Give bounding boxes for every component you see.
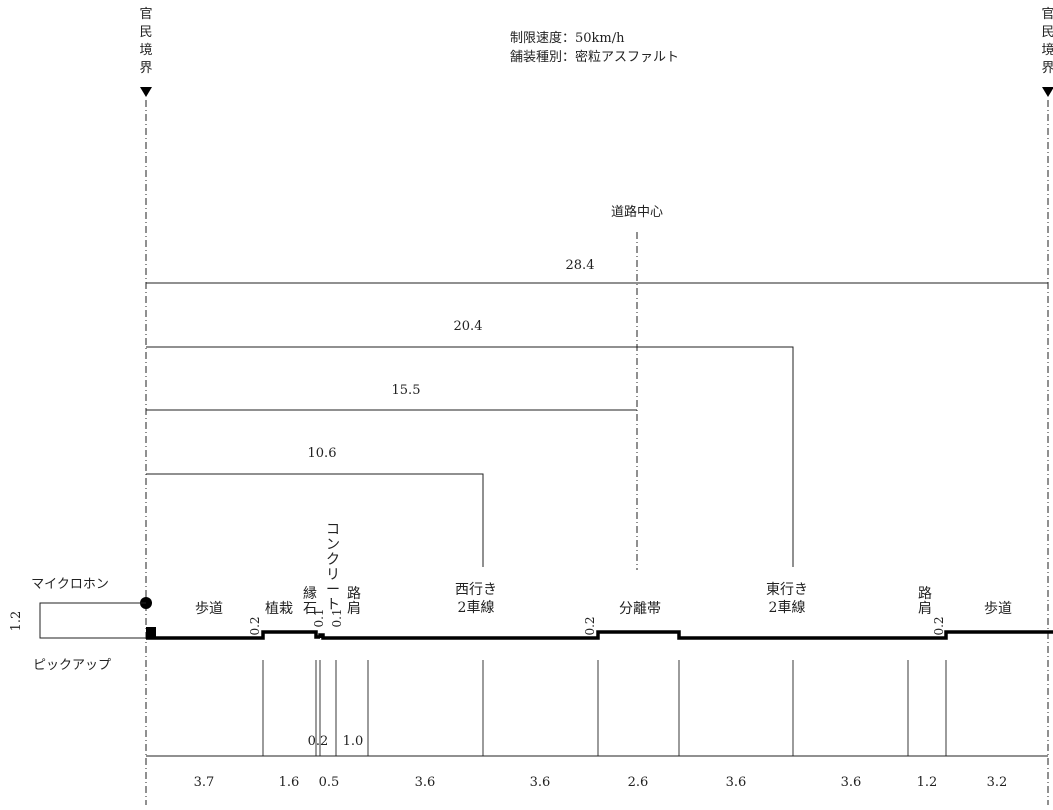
- label-planting: 植栽: [265, 601, 293, 617]
- distance-line-10-6: [146, 473, 484, 567]
- road-surface-profile: [146, 630, 1053, 640]
- width-east-lane-1: 3.6: [726, 775, 747, 790]
- step-height-2: 0.1: [312, 608, 326, 627]
- width-planting: 1.6: [279, 775, 300, 790]
- step-height-5: 0.2: [932, 616, 946, 635]
- distance-label-15-5: 15.5: [392, 383, 421, 398]
- distance-label-20-4: 20.4: [454, 319, 483, 334]
- pavement-type-text: 舗装種別：密粒アスファルト: [510, 49, 679, 65]
- pickup-label: ピックアップ: [33, 658, 111, 673]
- step-height-4: 0.2: [583, 616, 597, 635]
- boundary-marker-left: [140, 87, 152, 97]
- inner-dim-1-0: 1.0: [343, 734, 364, 749]
- svg-text:縁石: 縁石: [303, 586, 317, 617]
- mic-height-bracket: [39, 602, 146, 639]
- dimension-ticks: [262, 660, 947, 756]
- boundary-label-right: 官民境界: [1041, 6, 1053, 76]
- width-sidewalk-left: 3.7: [194, 775, 215, 790]
- boundary-marker-right: [1042, 87, 1053, 97]
- width-sidewalk-right: 3.2: [987, 775, 1008, 790]
- svg-text:路肩: 路肩: [918, 586, 932, 617]
- width-west-lane-2: 3.6: [530, 775, 551, 790]
- label-sidewalk-left: 歩道: [195, 601, 223, 617]
- width-west-lane-1: 3.6: [415, 775, 436, 790]
- label-median: 分離帯: [619, 600, 661, 617]
- pickup-icon: [146, 627, 156, 638]
- width-curb-concrete: 0.5: [319, 775, 340, 790]
- width-shoulder-right: 1.2: [917, 775, 938, 790]
- width-east-lane-2: 3.6: [841, 775, 862, 790]
- road-center-label: 道路中心: [611, 204, 663, 220]
- speed-limit-text: 制限速度：50km/h: [510, 30, 625, 46]
- width-median: 2.6: [628, 775, 649, 790]
- svg-text:路肩: 路肩: [347, 586, 361, 617]
- step-height-1: 0.2: [248, 616, 262, 635]
- label-shoulder-right: 路肩: [918, 586, 932, 617]
- boundary-label-left: 官民境界: [139, 6, 152, 76]
- distance-label-10-6: 10.6: [308, 446, 337, 461]
- label-concrete: コンクリート: [326, 522, 340, 613]
- boundary-text-left: 官民境界: [139, 6, 152, 76]
- label-eastbound: 東行き 2車線: [766, 582, 808, 616]
- boundary-text-right: 官民境界: [1041, 6, 1053, 76]
- label-curb: 縁石: [303, 586, 317, 617]
- label-sidewalk-right: 歩道: [984, 601, 1012, 617]
- distance-label-28-4: 28.4: [566, 258, 595, 273]
- distance-line-20-4: [146, 346, 794, 567]
- mic-height-label: 1.2: [9, 611, 24, 632]
- step-height-3: 0.1: [330, 608, 344, 627]
- svg-text:コンクリート: コンクリート: [326, 522, 340, 613]
- inner-dim-0-2: 0.2: [308, 734, 329, 749]
- microphone-label: マイクロホン: [31, 577, 109, 592]
- label-westbound: 西行き 2車線: [455, 582, 497, 616]
- label-shoulder-left: 路肩: [347, 586, 361, 617]
